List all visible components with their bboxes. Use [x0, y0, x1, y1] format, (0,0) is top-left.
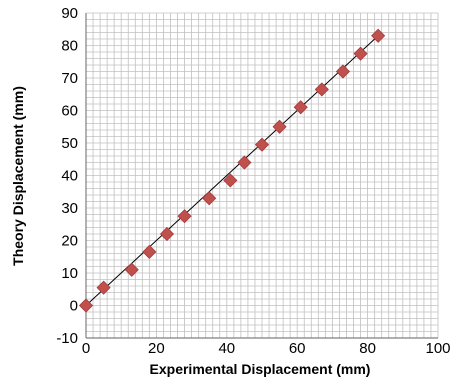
- x-tick-label: 0: [82, 340, 90, 357]
- y-tick-label: 90: [61, 5, 78, 22]
- y-tick-label: 30: [61, 200, 78, 217]
- y-tick-label: 50: [61, 135, 78, 152]
- grid-lines: [85, 12, 439, 339]
- data-point: [237, 155, 252, 170]
- data-point: [293, 100, 308, 115]
- data-point: [124, 262, 139, 277]
- trendline-group: [85, 35, 379, 306]
- data-points: [78, 28, 386, 313]
- data-point: [177, 209, 192, 224]
- data-point: [314, 82, 329, 97]
- y-tick-label: -10: [56, 330, 78, 347]
- x-axis-title: Experimental Displacement (mm): [150, 361, 371, 377]
- x-tick-label: 80: [359, 340, 376, 357]
- y-tick-label: 10: [61, 265, 78, 282]
- y-tick-label: 40: [61, 168, 78, 185]
- data-point: [142, 244, 157, 259]
- axes: [85, 13, 438, 339]
- x-tick-label: 20: [148, 340, 165, 357]
- trendline: [85, 35, 379, 306]
- data-point: [159, 226, 175, 242]
- y-tick-label: 20: [61, 233, 78, 250]
- y-tick-label: 0: [70, 298, 78, 315]
- x-tick-label: 60: [289, 340, 306, 357]
- x-tick-label: 100: [425, 340, 450, 357]
- data-point: [335, 64, 351, 79]
- data-point: [96, 280, 111, 295]
- x-tick-label: 40: [218, 340, 235, 357]
- data-point: [78, 298, 94, 313]
- data-point: [371, 28, 386, 43]
- data-point: [202, 191, 217, 206]
- y-tick-label: 60: [61, 103, 78, 120]
- y-tick-label: 80: [61, 38, 78, 55]
- data-point: [353, 46, 368, 61]
- data-point: [223, 173, 238, 188]
- data-point: [254, 137, 270, 152]
- y-axis-title: Theory Displacement (mm): [10, 86, 26, 266]
- y-tick-label: 70: [61, 70, 78, 87]
- data-point: [272, 119, 287, 134]
